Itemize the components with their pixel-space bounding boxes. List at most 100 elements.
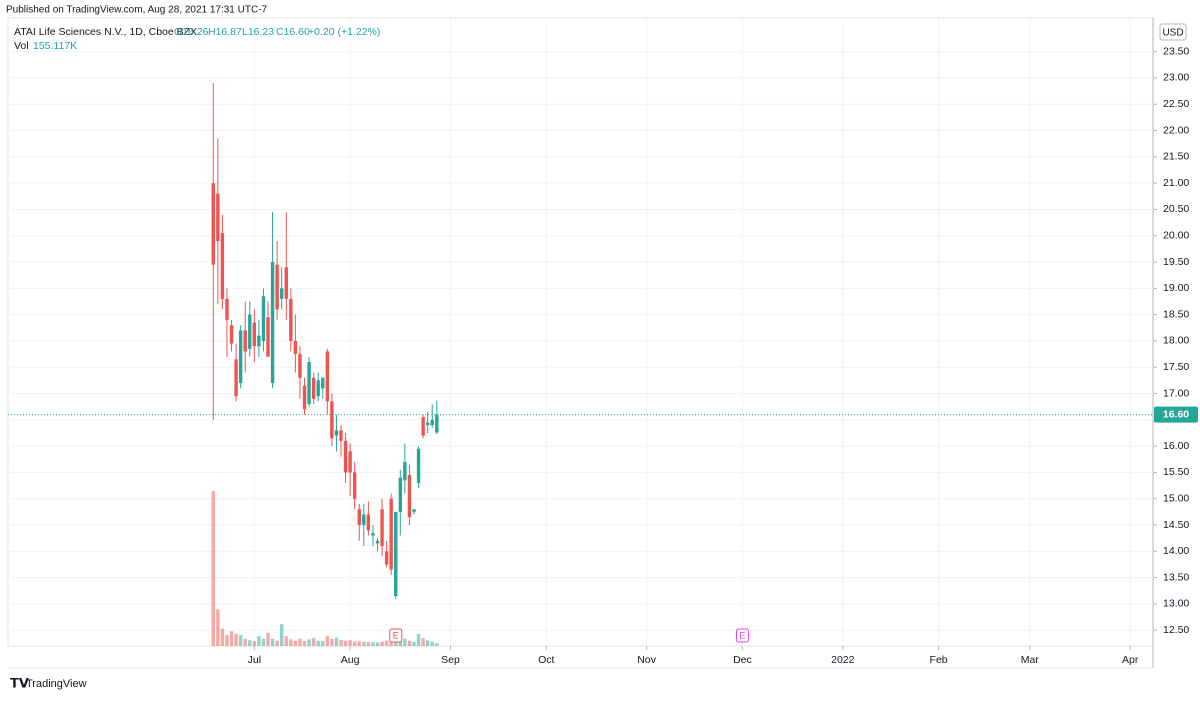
body (284, 267, 288, 299)
x-tick-label: Feb (930, 654, 948, 666)
y-tick-label: 16.00 (1163, 440, 1189, 452)
body (407, 475, 412, 518)
published: Published on TradingView.com, Aug 28, 20… (6, 5, 268, 16)
volume-bar (248, 640, 252, 646)
volume-bar (348, 640, 352, 646)
volume-bar (412, 641, 416, 646)
change: +0.20 (+1.22%) (308, 26, 380, 38)
currency-box[interactable] (1159, 23, 1187, 41)
volume-value: 155.117K (33, 40, 77, 52)
body (435, 414, 439, 433)
y-tick-label: 15.00 (1163, 493, 1189, 505)
y-tick-label: 23.50 (1163, 45, 1189, 57)
volume-bar (357, 641, 361, 646)
body (257, 335, 261, 347)
volume-bar (289, 639, 293, 646)
x-tick-label: Sep (441, 654, 460, 666)
x-tick-label: Jul (248, 654, 261, 666)
volume-bar (229, 631, 234, 646)
y-tick-label: 18.00 (1163, 335, 1189, 347)
brand: TradingView (26, 678, 87, 690)
volume-bar (339, 640, 343, 646)
body (298, 354, 302, 378)
y-tick-label: 17.00 (1163, 387, 1189, 399)
y-tick-label: 23.00 (1163, 72, 1189, 84)
last-price-label: 16.60 (1163, 408, 1189, 420)
body (403, 461, 407, 481)
body (352, 472, 357, 499)
ohlc-value: L16.23 (242, 26, 274, 38)
body (238, 330, 243, 384)
body (325, 351, 330, 402)
body (275, 264, 279, 310)
body (348, 451, 352, 473)
body (339, 430, 343, 441)
volume-bar (321, 640, 325, 646)
last-price-box (1154, 406, 1198, 423)
body (311, 377, 316, 399)
volume-bar (220, 628, 225, 646)
x-tick-label: Mar (1021, 654, 1040, 666)
volume-bar (366, 641, 371, 646)
volume-bar (302, 640, 307, 646)
logo-mark: 𝗧𝗩 (10, 675, 29, 690)
volume-bar (311, 637, 316, 646)
volume-bar (343, 640, 348, 646)
y-tick-label: 14.50 (1163, 519, 1189, 531)
body (330, 401, 334, 439)
volume-bar (352, 641, 357, 646)
y-tick-label: 20.00 (1163, 230, 1189, 242)
volume-bar (238, 634, 243, 646)
x-tick-label: Oct (538, 654, 554, 666)
volume-bar (403, 638, 407, 646)
x-tick-label: Apr (1122, 654, 1139, 666)
body (243, 330, 247, 352)
y-tick-label: 13.50 (1163, 571, 1189, 583)
volume-bar (430, 641, 434, 646)
volume-bar (211, 491, 215, 646)
x-tick-label: Aug (341, 654, 360, 666)
body (398, 477, 403, 512)
body (220, 233, 225, 299)
body (302, 385, 307, 410)
y-tick-label: 15.50 (1163, 466, 1189, 478)
x-tick-label: Nov (637, 654, 656, 666)
volume-bar (225, 635, 229, 646)
earnings-label: E (739, 630, 745, 640)
volume-bar (261, 638, 266, 646)
ohlc-legend: O16.26 H16.87 L16.23 C16.60+0.20 (+1.22%) (174, 26, 380, 38)
volume-bar (316, 640, 320, 646)
y-tick-label: 19.50 (1163, 256, 1189, 268)
body (261, 296, 266, 341)
y-tick-label: 22.00 (1163, 124, 1189, 136)
ohlc-value: O16.26 (174, 26, 209, 38)
volume-bar (407, 640, 412, 646)
y-tick-label: 20.50 (1163, 203, 1189, 215)
volume-bar (293, 640, 298, 646)
x-tick-label: 2022 (831, 654, 855, 666)
volume-bar (330, 638, 334, 646)
y-tick-label: 12.50 (1163, 624, 1189, 636)
volume-bar (416, 633, 421, 646)
body (321, 377, 325, 389)
body (343, 440, 348, 473)
body (252, 322, 257, 347)
volume-bar (275, 640, 279, 646)
body (307, 361, 311, 405)
y-tick-label: 14.00 (1163, 545, 1189, 557)
volume-bar (216, 609, 220, 646)
grid (8, 18, 1153, 646)
body (421, 417, 425, 436)
body (416, 448, 421, 483)
body (316, 380, 320, 397)
y-tick-label: 19.00 (1163, 282, 1189, 294)
body (412, 509, 416, 512)
volume-bar (425, 640, 430, 646)
body (366, 514, 371, 531)
volume-bar (243, 638, 247, 646)
body (280, 288, 284, 299)
x-tick-label: Dec (733, 654, 752, 666)
currency: USD (1162, 28, 1183, 39)
body (293, 340, 298, 355)
